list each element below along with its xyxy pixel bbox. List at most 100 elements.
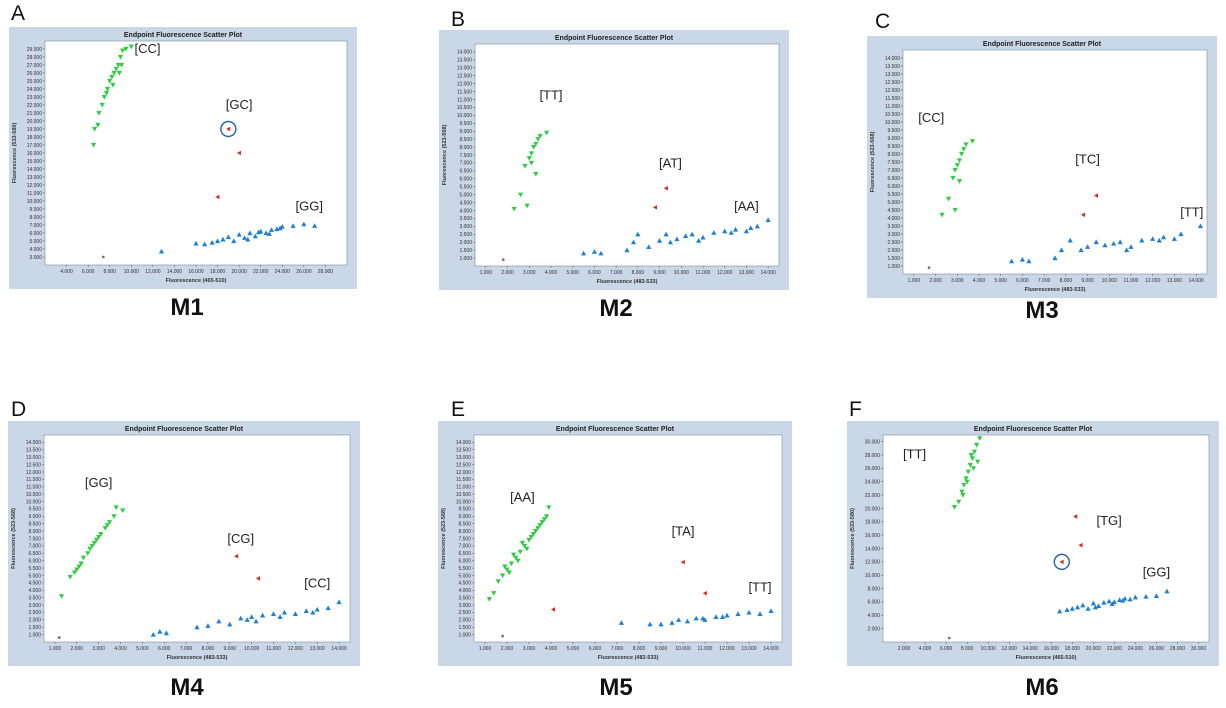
x-tick-label: 6.000 — [82, 269, 95, 275]
point-allele2 — [1092, 604, 1099, 610]
y-tick-label: 23.000 — [27, 95, 43, 101]
point-allele2 — [225, 234, 231, 240]
point-allele2 — [618, 620, 624, 625]
point-allele2 — [312, 223, 318, 228]
point-allele2 — [1120, 598, 1126, 603]
x-tick-label: 1.000 — [49, 646, 62, 652]
x-tick-label: 10.000 — [1102, 278, 1118, 284]
y-tick-label: 10.000 — [457, 113, 473, 119]
point-allele2 — [1085, 606, 1091, 611]
point-allele1 — [511, 552, 517, 558]
panel-letter-f: F — [849, 398, 862, 421]
point-allele2 — [1064, 607, 1070, 613]
y-tick-label: 12.500 — [26, 462, 42, 468]
point-allele2 — [1178, 231, 1184, 237]
x-tick-label: 4.000 — [545, 270, 558, 276]
y-tick-label: 6.000 — [458, 558, 471, 564]
y-tick-label: 8.000 — [28, 529, 41, 535]
point-allele1 — [519, 540, 525, 546]
y-tick-label: 13.500 — [26, 448, 42, 454]
point-hetero — [702, 590, 707, 596]
y-tick-label: 19.000 — [27, 127, 43, 133]
y-tick-label: 4.500 — [459, 200, 472, 206]
x-tick-label: 12.000 — [145, 269, 161, 275]
point-hetero — [236, 150, 241, 156]
point-hetero — [663, 186, 668, 191]
plot-area — [473, 434, 783, 643]
y-tick-label: 4.000 — [458, 588, 471, 594]
y-tick-label: 26.000 — [27, 71, 43, 77]
y-tick-label: 8.000 — [867, 586, 880, 592]
point-allele2 — [1132, 594, 1138, 600]
y-tick-label: 12.000 — [27, 183, 43, 189]
x-tick-label: 7.000 — [180, 646, 193, 652]
point-allele2 — [247, 230, 253, 236]
y-tick-label: 4.000 — [459, 208, 472, 214]
y-tick-label: 4.500 — [887, 208, 900, 214]
point-allele1 — [533, 529, 539, 534]
point-allele1 — [541, 517, 547, 522]
y-tick-label: 9.500 — [458, 507, 471, 513]
point-allele2 — [1117, 597, 1123, 603]
x-tick-label: 9.000 — [655, 646, 668, 652]
point-ntc — [57, 636, 61, 639]
point-allele2 — [244, 617, 250, 622]
x-tick-label: 8.000 — [961, 646, 974, 652]
point-allele1 — [524, 203, 530, 209]
scatter-plot-m5: Endpoint Fluorescence Scatter Plot 1.000 2… — [438, 421, 792, 666]
genotype-label: [TT] — [748, 580, 771, 595]
point-allele2 — [580, 250, 587, 256]
panel-name-m4: M4 — [170, 674, 204, 701]
point-allele2 — [696, 238, 702, 243]
y-tick-label: 2.500 — [28, 610, 41, 616]
genotype-label: [TT] — [903, 446, 926, 461]
panel-name-m6: M6 — [1025, 674, 1059, 701]
x-tick-label: 6.000 — [158, 646, 171, 652]
x-tick-label: 18.000 — [1065, 646, 1081, 652]
y-tick-label: 13.500 — [456, 448, 472, 454]
point-allele2 — [252, 233, 258, 239]
y-tick-label: 12.500 — [885, 80, 901, 86]
point-allele1 — [92, 126, 98, 132]
point-allele1 — [522, 543, 528, 549]
y-axis-label: Fluorescence (523-568) — [870, 131, 876, 192]
point-allele1 — [967, 462, 973, 468]
genotype-label: [TT] — [1180, 204, 1203, 219]
point-allele2 — [669, 620, 675, 625]
y-tick-label: 11.500 — [457, 89, 472, 95]
y-tick-label: 24.000 — [27, 87, 43, 93]
x-tick-label: 12.000 — [717, 270, 733, 276]
y-tick-label: 29.000 — [27, 47, 43, 53]
point-allele2 — [635, 231, 641, 237]
point-allele1 — [539, 520, 545, 525]
x-axis-label: Fluorescence (483-533) — [1025, 287, 1086, 293]
point-allele2 — [754, 223, 760, 229]
y-tick-label: 8.500 — [28, 522, 41, 528]
y-tick-label: 30.000 — [865, 439, 881, 445]
x-tick-label: 8.000 — [632, 270, 645, 276]
panel-letter-d: D — [11, 398, 27, 421]
plot-area — [43, 434, 351, 643]
x-tick-label: 9.000 — [653, 270, 666, 276]
x-tick-label: 8.000 — [1060, 278, 1073, 284]
point-allele2 — [303, 608, 309, 614]
y-tick-label: 1.500 — [887, 256, 900, 262]
y-tick-label: 2.000 — [867, 626, 880, 632]
point-allele1 — [78, 561, 84, 567]
point-allele2 — [1128, 244, 1134, 249]
genotype-label: [GG] — [85, 475, 112, 490]
genotype-label: [TG] — [1096, 513, 1121, 528]
point-allele1 — [977, 436, 983, 441]
y-tick-label: 11.000 — [457, 97, 472, 103]
y-tick-label: 5.000 — [28, 573, 41, 579]
point-allele1 — [528, 534, 534, 540]
point-allele1 — [961, 483, 967, 488]
point-allele1 — [90, 142, 97, 148]
point-allele2 — [646, 244, 652, 250]
x-tick-label: 14.000 — [760, 270, 776, 276]
y-tick-label: 1.000 — [28, 632, 41, 638]
point-allele1 — [104, 86, 111, 92]
point-allele1 — [116, 70, 123, 76]
point-allele1 — [120, 48, 126, 54]
y-tick-label: 13.000 — [885, 72, 901, 78]
